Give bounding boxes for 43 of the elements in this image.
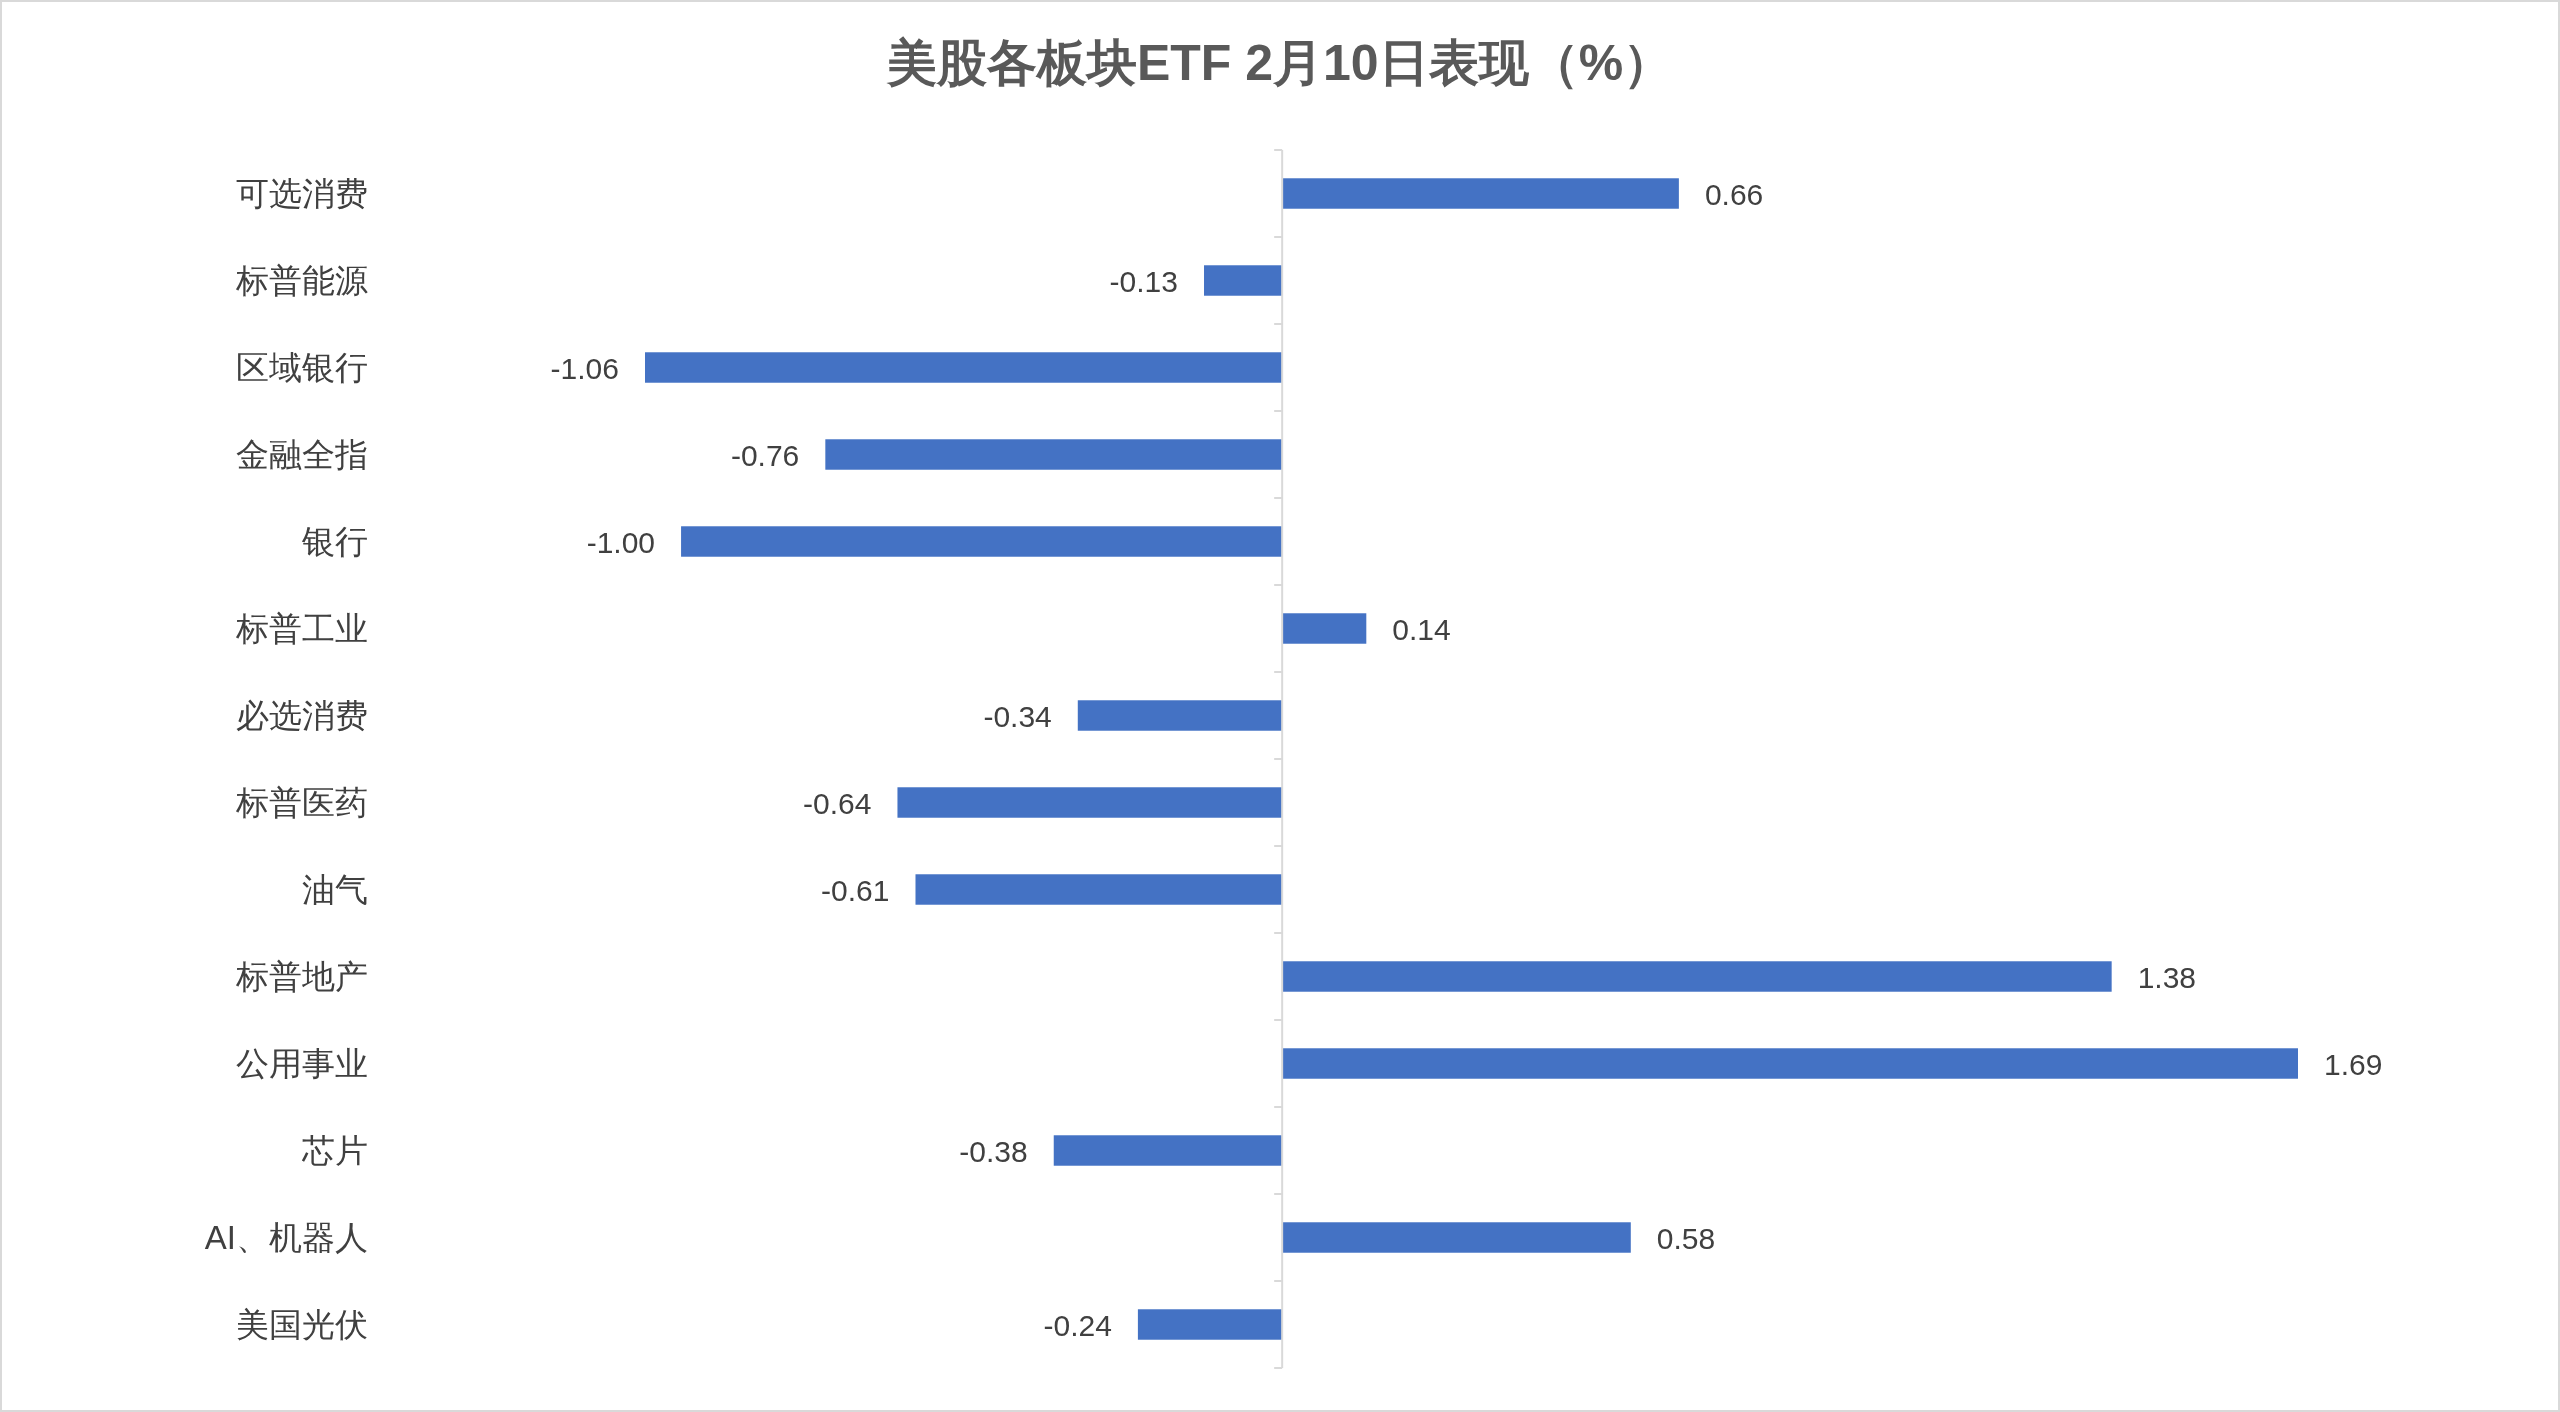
- y-tick-label: 美国光伏: [236, 1305, 368, 1343]
- data-label: -1.00: [586, 525, 656, 559]
- data-label: -0.76: [730, 438, 800, 472]
- bar: [825, 439, 1283, 470]
- bar: [1282, 1222, 1631, 1253]
- bar: [1053, 1135, 1283, 1166]
- y-tick-label: 可选消费: [236, 174, 368, 212]
- bar: [1137, 1309, 1283, 1340]
- data-label: -1.06: [550, 351, 619, 385]
- data-label: -0.34: [983, 699, 1052, 733]
- bar: [1282, 1048, 2298, 1079]
- data-label: 1.69: [2324, 1047, 2383, 1081]
- bar: [1282, 178, 1679, 209]
- data-label: -0.61: [821, 873, 890, 907]
- bar: [1282, 961, 2112, 992]
- chart-title: 美股各板块ETF 2月10日表现（%）: [885, 35, 1674, 91]
- y-tick-label: 标普医药: [235, 783, 368, 821]
- data-label: 0.14: [1392, 612, 1451, 646]
- y-tick-label: 标普地产: [235, 957, 368, 995]
- bar: [897, 787, 1283, 818]
- y-tick-label: AI、机器人: [204, 1218, 368, 1256]
- bar: [915, 874, 1283, 905]
- y-tick-label: 芯片: [301, 1131, 368, 1169]
- y-tick-label: 银行: [301, 522, 368, 560]
- bar: [681, 526, 1283, 557]
- data-label: -0.38: [959, 1134, 1028, 1168]
- data-label: -0.64: [803, 786, 872, 820]
- y-tick-label: 油气: [302, 870, 368, 908]
- bar: [645, 352, 1283, 383]
- y-tick-label: 标普工业: [235, 609, 368, 647]
- data-label: -0.13: [1109, 264, 1179, 298]
- data-label: 1.38: [2137, 960, 2197, 994]
- y-tick-label: 必选消费: [236, 696, 368, 734]
- data-label: 0.66: [1704, 177, 1764, 211]
- bar: [1077, 700, 1283, 731]
- y-tick-label: 金融全指: [236, 435, 368, 473]
- data-label: 0.58: [1656, 1221, 1716, 1255]
- y-tick-label: 公用事业: [236, 1044, 368, 1082]
- data-label: -0.24: [1043, 1308, 1112, 1342]
- bar: [1204, 265, 1283, 296]
- y-tick-label: 标普能源: [235, 261, 368, 299]
- bar: [1282, 613, 1367, 644]
- y-tick-label: 区域银行: [236, 348, 368, 386]
